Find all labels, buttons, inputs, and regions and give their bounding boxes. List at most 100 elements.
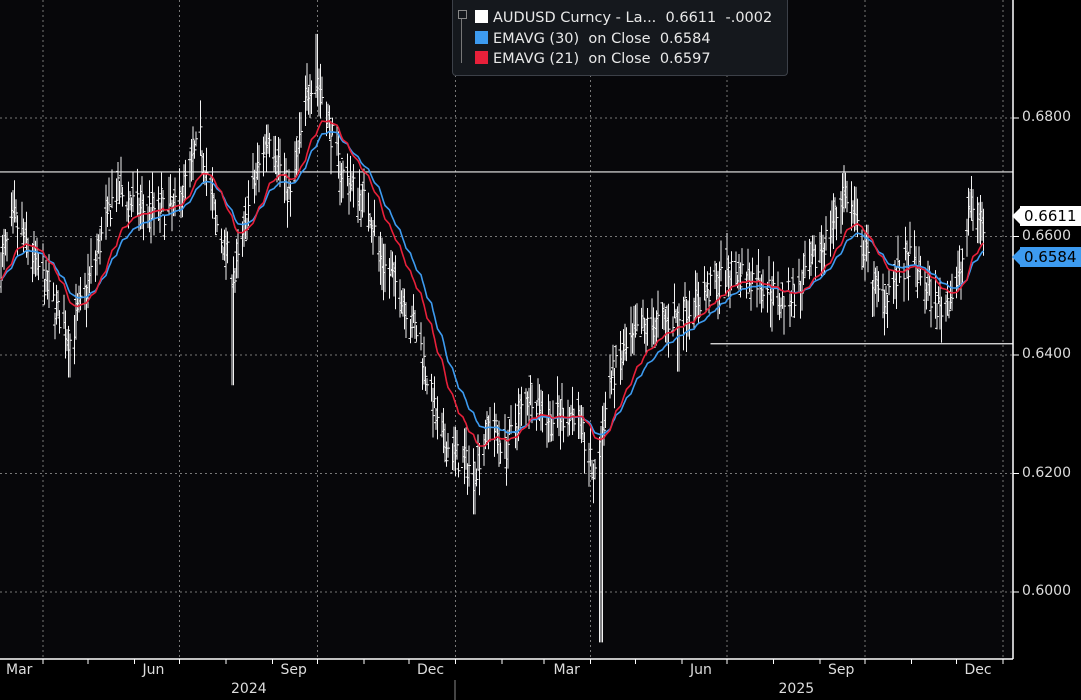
ohlc-bar — [792, 284, 797, 318]
ohlc-bar — [425, 378, 429, 395]
legend-change: -.0002 — [725, 10, 773, 26]
x-tick-label: Mar — [553, 662, 580, 678]
ohlc-bar — [656, 290, 660, 338]
ohlc-bar — [464, 427, 468, 470]
ohlc-bar — [971, 189, 975, 231]
plot-area — [0, 0, 1013, 659]
ohlc-bar — [581, 406, 585, 441]
ohlc-bar — [635, 303, 639, 335]
ohlc-bar — [455, 430, 459, 460]
ohlc-bar — [572, 408, 576, 432]
legend-value: 0.6597 — [659, 51, 711, 67]
last-price-value: 0.6611 — [1024, 206, 1077, 225]
ohlc-bar — [749, 271, 753, 311]
x-tick-label: Mar — [6, 662, 33, 678]
y-tick-label: 0.6600 — [1022, 227, 1071, 244]
ohlc-bar — [419, 322, 423, 351]
ohlc-bar — [467, 445, 471, 487]
ohlc-bar — [588, 427, 593, 467]
ohlc-bar — [288, 181, 293, 217]
ohlc-bar — [117, 180, 122, 205]
y-tick-label: 0.6400 — [1022, 346, 1071, 362]
ohlc-bar — [918, 255, 923, 286]
ohlc-bar — [801, 253, 806, 286]
ohlc-bar — [960, 248, 965, 284]
ohlc-bar — [609, 370, 614, 395]
ohlc-bar — [494, 413, 498, 434]
ohlc-bar — [98, 228, 102, 265]
legend-item-ema30[interactable]: EMAVG (30) on Close 0.6584 — [475, 30, 711, 48]
ohlc-bar — [267, 132, 272, 158]
y-tick-label: 0.6000 — [1022, 583, 1071, 599]
x-tick-label: Jun — [690, 662, 712, 678]
ohlc-bar — [329, 121, 333, 175]
ohlc-bar — [797, 258, 801, 293]
ohlc-bar — [719, 240, 723, 282]
ohlc-bar — [551, 400, 555, 441]
ohlc-bar — [683, 282, 687, 308]
ohlc-bar — [135, 168, 140, 216]
x-tick-label: Jun — [142, 662, 165, 678]
ohlc-bar — [320, 76, 324, 105]
ohlc-bar — [219, 228, 224, 254]
legend-label: EMAVG (21) — [493, 51, 580, 67]
ohlc-bar — [194, 131, 198, 147]
ohlc-bar — [876, 271, 881, 302]
ohlc-bar — [845, 180, 849, 213]
ohlc-bar — [950, 273, 954, 311]
legend-label: on Close — [588, 31, 651, 47]
legend-label: AUDUSD Curncy - La... — [493, 10, 657, 26]
ohlc-bar — [285, 188, 290, 228]
ohlc-bar — [383, 243, 387, 293]
legend-item-price[interactable]: AUDUSD Curncy - La... 0.6611 -.0002 — [475, 9, 772, 27]
ema30-price-tag: 0.6584 — [1012, 246, 1081, 267]
ema30-line — [0, 130, 984, 436]
ohlc-bar — [906, 251, 911, 301]
legend-value: 0.6611 — [665, 10, 717, 26]
x-tick-label: Sep — [828, 662, 855, 678]
ohlc-bar — [723, 270, 728, 299]
ohlc-bar — [156, 186, 161, 221]
ohlc-bar — [56, 290, 60, 317]
ohlc-bar — [824, 216, 828, 251]
price-swatch-icon — [475, 10, 488, 23]
ohlc-bar — [119, 156, 123, 196]
ohlc-bar — [51, 282, 56, 302]
ohlc-bar — [782, 296, 786, 335]
ohlc-bar — [534, 401, 539, 431]
ohlc-bar — [786, 267, 791, 292]
ohlc-bar — [707, 289, 711, 314]
ohlc-bar — [945, 280, 950, 316]
ohlc-bar — [593, 459, 597, 480]
ohlc-bar — [278, 138, 282, 188]
ohlc-bar — [162, 215, 167, 240]
year-label: 2025 — [778, 681, 815, 697]
ohlc-bar — [477, 443, 482, 496]
ohlc-bar — [474, 468, 479, 487]
ohlc-bar — [309, 80, 314, 115]
ohlc-bar — [362, 168, 366, 213]
ohlc-bar — [141, 194, 146, 241]
legend-tree — [461, 11, 468, 63]
ohlc-bar — [404, 302, 408, 339]
collapse-icon[interactable] — [458, 10, 467, 19]
ohlc-bar — [213, 199, 218, 235]
ohlc-bar — [341, 157, 345, 199]
ohlc-bar — [708, 266, 713, 296]
legend-label: on Close — [588, 51, 651, 67]
ohlc-bar — [947, 300, 951, 319]
legend-item-ema21[interactable]: EMAVG (21) on Close 0.6597 — [475, 50, 711, 68]
legend-label: EMAVG (30) — [493, 31, 580, 47]
ohlc-bar — [57, 310, 62, 334]
ema30-swatch-icon — [475, 31, 488, 44]
ohlc-bar — [99, 216, 104, 241]
ohlc-bar — [257, 145, 261, 193]
ohlc-bar — [372, 199, 377, 237]
ohlc-bar — [429, 373, 434, 402]
ohlc-bar — [116, 162, 120, 200]
ohlc-bar — [47, 254, 51, 309]
ohlc-bar — [981, 208, 986, 256]
ohlc-bar — [42, 279, 47, 306]
ohlc-bar — [756, 249, 761, 282]
ohlc-bar — [612, 367, 617, 409]
